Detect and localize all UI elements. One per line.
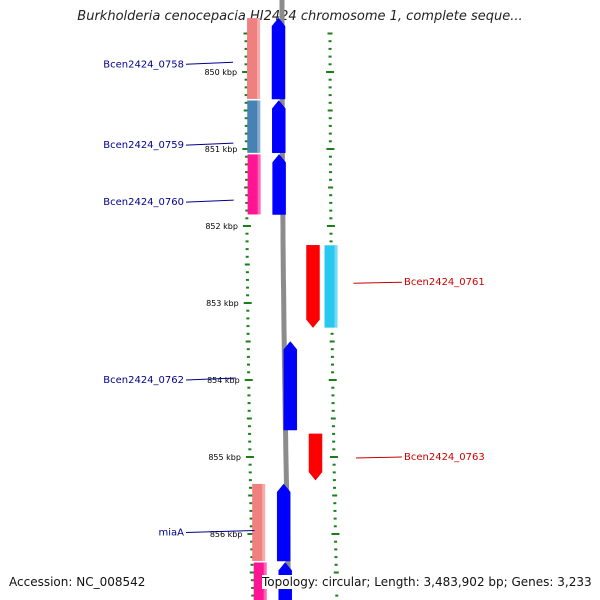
scale-label: 851 kbp bbox=[205, 145, 238, 154]
gene-label: miaA bbox=[159, 527, 185, 538]
label-leader-line bbox=[185, 142, 234, 146]
feature-band-highlight bbox=[257, 100, 261, 153]
label-leader-line bbox=[185, 199, 234, 203]
scale-label: 852 kbp bbox=[205, 222, 238, 231]
gene-label: Bcen2424_0761 bbox=[404, 277, 485, 288]
feature-band bbox=[324, 245, 338, 328]
label-leader-line bbox=[185, 61, 234, 65]
feature-band bbox=[247, 18, 261, 99]
label-leader-line bbox=[353, 281, 403, 284]
scale-label: 856 kbp bbox=[210, 530, 243, 539]
gene-tracks bbox=[271, 17, 323, 600]
scale-label: 854 kbp bbox=[207, 376, 240, 385]
feature-band bbox=[252, 483, 266, 561]
label-leader-line bbox=[185, 377, 236, 381]
gene-arrow bbox=[271, 17, 286, 100]
gene-label: Bcen2424_0758 bbox=[103, 59, 184, 70]
scale-label: 850 kbp bbox=[204, 68, 237, 77]
scale-label: 853 kbp bbox=[206, 299, 239, 308]
gene-arrow bbox=[272, 100, 286, 154]
label-leader-line bbox=[355, 456, 403, 459]
gene-label: Bcen2424_0759 bbox=[103, 140, 184, 151]
accession-text: Accession: NC_008542 bbox=[9, 575, 146, 589]
topology-text: Topology: circular; Length: 3,483,902 bp… bbox=[262, 575, 592, 589]
feature-band-highlight bbox=[334, 245, 338, 328]
feature-band bbox=[247, 100, 261, 153]
gene-label: Bcen2424_0762 bbox=[103, 375, 184, 386]
gene-arrow bbox=[308, 433, 323, 481]
feature-track bbox=[247, 18, 338, 600]
gene-label: Bcen2424_0760 bbox=[103, 197, 184, 208]
map-title: Burkholderia cenocepacia HI2424 chromoso… bbox=[77, 9, 523, 24]
gene-arrow bbox=[272, 154, 286, 215]
label-leader-line bbox=[185, 529, 255, 533]
gene-label: Bcen2424_0763 bbox=[404, 452, 485, 463]
gene-labels: Bcen2424_0758 Bcen2424_0759 Bcen2424_0760 B… bbox=[103, 59, 485, 538]
feature-band-highlight bbox=[257, 18, 261, 99]
gene-arrow bbox=[276, 483, 291, 562]
feature-band bbox=[247, 154, 261, 215]
feature-band-highlight bbox=[257, 154, 261, 215]
gene-arrow bbox=[306, 245, 320, 328]
gene-arrow bbox=[283, 341, 298, 431]
scale-labels: 850 kbp 851 kbp 852 kbp 853 kbp 854 kbp 855 k… bbox=[204, 68, 242, 539]
feature-band-highlight bbox=[262, 483, 266, 561]
feature-band bbox=[253, 562, 267, 600]
scale-label: 855 kbp bbox=[208, 453, 241, 462]
